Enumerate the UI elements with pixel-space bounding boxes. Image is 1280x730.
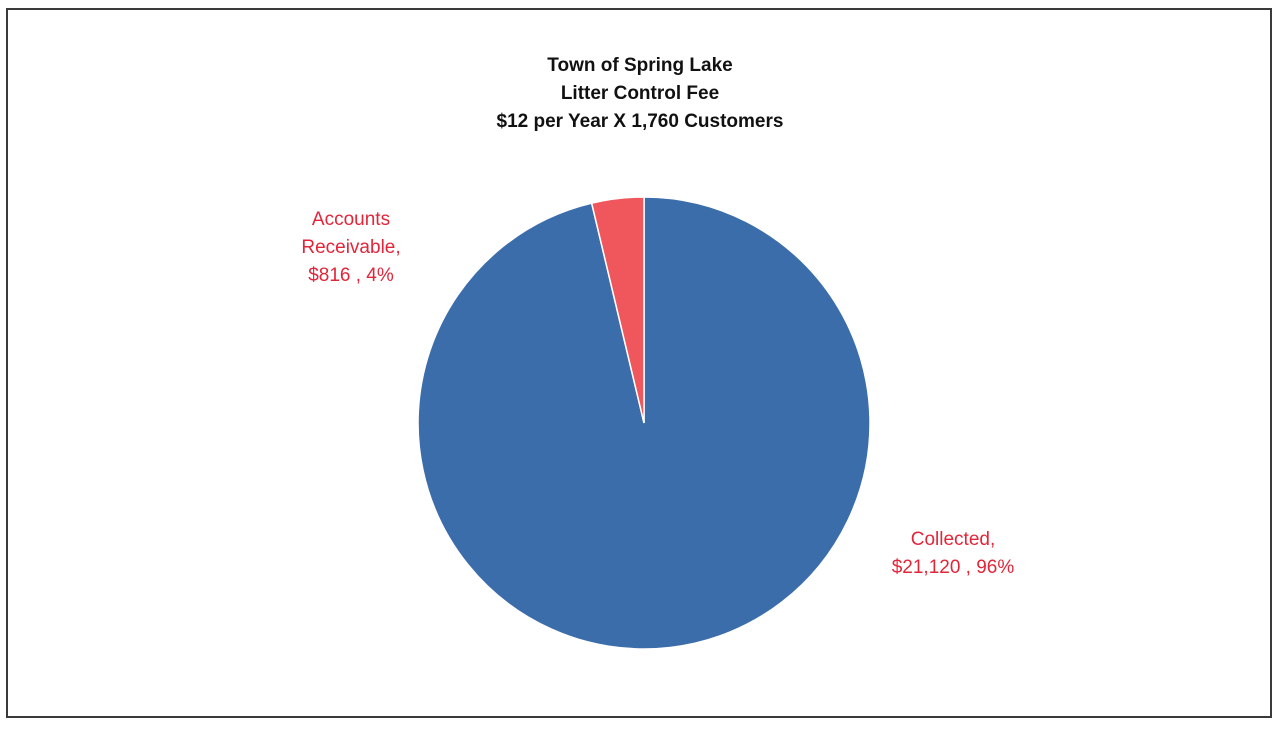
chart-title: Town of Spring Lake Litter Control Fee $… <box>0 52 1280 136</box>
slice-label-accounts-receivable: Accounts Receivable, $816 , 4% <box>286 206 416 290</box>
slice-label-ar-line-2: Receivable, <box>301 237 401 258</box>
slice-label-ar-line-1: Accounts <box>311 209 391 230</box>
pie-slice-accounts-receivable <box>590 196 645 424</box>
slice-label-ar-line-3: $816 , 4% <box>308 265 394 286</box>
slice-label-collected-line-2: $21,120 , 96% <box>891 557 1015 578</box>
slice-label-collected: Collected, $21,120 , 96% <box>858 526 1048 582</box>
chart-title-line-3: $12 per Year X 1,760 Customers <box>496 111 784 132</box>
chart-title-line-2: Litter Control Fee <box>560 83 720 104</box>
chart-title-line-1: Town of Spring Lake <box>547 55 733 76</box>
slice-label-collected-line-1: Collected, <box>910 529 996 550</box>
